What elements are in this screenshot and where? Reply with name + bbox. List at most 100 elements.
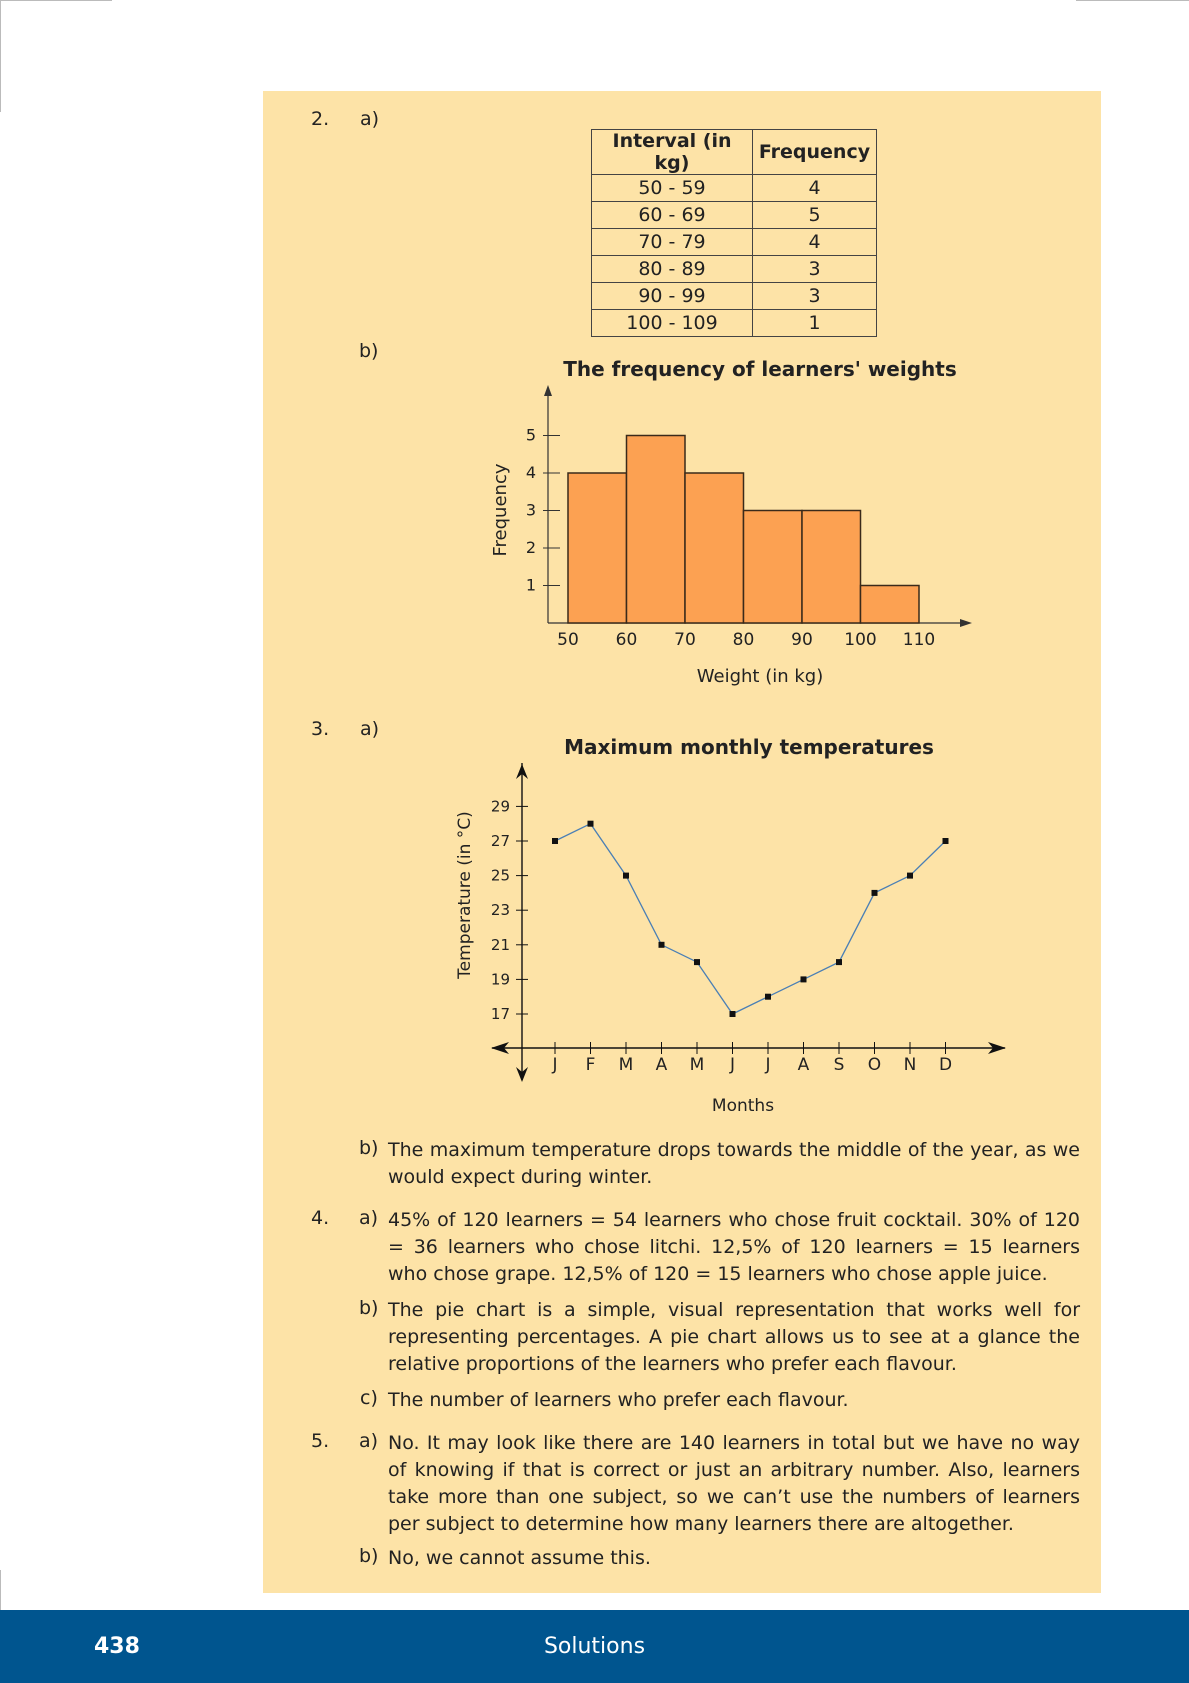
table-cell: 80 - 89 (591, 255, 753, 283)
y-axis-arrow-down (516, 1067, 528, 1082)
column-header: Interval (in kg) (591, 129, 753, 175)
question-number: 2. (311, 108, 330, 130)
line-chart: 17 19 21 23 25 27 29 J F M A M J J A S O N D Months Temperat… (455, 763, 1006, 1116)
table-cell: 100 - 109 (591, 309, 753, 337)
temperature-line (554, 822, 946, 1015)
table-row: 100 - 109 1 (591, 309, 877, 337)
data-point (587, 820, 594, 827)
table-row: 60 - 69 5 (591, 201, 877, 229)
table-cell: 4 (752, 174, 877, 202)
x-tick-label: 70 (674, 630, 696, 650)
question-number: 3. (311, 718, 330, 740)
table-cell: 90 - 99 (591, 282, 753, 310)
y-tick-label: 21 (491, 936, 510, 954)
answer-text: The maximum temperature drops towards th… (388, 1139, 1080, 1188)
data-point (836, 959, 842, 966)
table-header-row: Interval (in kg) Frequency (591, 129, 877, 175)
y-tick-label: 3 (526, 501, 536, 520)
y-tick-label: 17 (491, 1005, 510, 1023)
x-axis-arrow-left (491, 1042, 509, 1054)
page-number: 438 (94, 1634, 140, 1659)
y-tick-label: 27 (491, 832, 510, 850)
x-tick-label: N (904, 1055, 917, 1075)
table-cell: 1 (752, 309, 877, 337)
data-point (942, 838, 949, 844)
y-axis-arrow (544, 385, 552, 396)
x-tick-label: A (798, 1055, 810, 1075)
y-axis-label: Temperature (in °C) (455, 811, 475, 980)
x-tick-label: J (729, 1055, 735, 1075)
column-header: Frequency (752, 129, 877, 175)
part-label: b) (359, 1137, 379, 1159)
histogram-bar (801, 509, 862, 624)
part-label: a) (359, 1430, 379, 1452)
table-cell: 60 - 69 (591, 201, 753, 229)
y-tick-label: 29 (491, 797, 510, 815)
x-tick-label: 60 (616, 630, 638, 650)
data-point (907, 872, 913, 879)
histogram-chart: 1 2 3 4 5 50 60 70 80 90 100 110 Weight (in kg) Frequ… (490, 385, 972, 687)
section-title: Solutions (543, 1634, 646, 1659)
table-cell: 70 - 79 (591, 228, 753, 256)
table-row: 80 - 89 3 (591, 255, 877, 283)
table-row: 70 - 79 4 (591, 228, 877, 256)
histogram-bar (742, 509, 803, 624)
x-tick-label: M (619, 1055, 634, 1075)
crop-mark (0, 0, 112, 1)
part-label: b) (359, 1545, 379, 1567)
x-tick-label: 110 (903, 630, 935, 650)
part-label: c) (360, 1387, 378, 1409)
table-cell: 3 (752, 282, 877, 310)
answer-text: 45% of 120 learners = 54 learners who ch… (388, 1209, 1080, 1285)
x-axis-arrow (960, 619, 972, 627)
histogram-bar (859, 584, 920, 624)
table-row: 50 - 59 4 (591, 174, 877, 202)
x-tick-label: J (764, 1055, 770, 1075)
histogram-bar (684, 472, 745, 624)
y-tick-label: 19 (491, 970, 510, 988)
x-tick-label: 90 (791, 630, 813, 650)
part-label: b) (359, 340, 379, 362)
table-cell: 50 - 59 (591, 174, 753, 202)
x-tick-label: D (939, 1055, 952, 1075)
y-tick-label: 2 (526, 538, 536, 557)
x-axis-label: Months (712, 1096, 774, 1116)
data-point (765, 993, 771, 1000)
data-point (658, 941, 665, 948)
answer-text: The number of learners who prefer each f… (388, 1389, 849, 1411)
y-tick-label: 23 (491, 901, 510, 919)
x-tick-label: 100 (844, 630, 876, 650)
part-label: b) (359, 1297, 379, 1319)
page-footer: 438 Solutions (0, 1610, 1189, 1683)
data-point (694, 959, 700, 966)
x-axis-arrow (988, 1042, 1006, 1054)
data-point (552, 838, 558, 844)
x-tick-label: A (656, 1055, 668, 1075)
x-axis-label: Weight (in kg) (697, 666, 823, 687)
histogram-title: The frequency of learners' weights (563, 357, 957, 381)
table-cell: 4 (752, 228, 877, 256)
answer-text: No. It may look like there are 140 learn… (388, 1432, 1080, 1535)
part-label: a) (360, 718, 380, 740)
y-axis-label: Frequency (490, 463, 511, 556)
data-point (871, 889, 878, 896)
answer-text: The pie chart is a simple, visual repres… (388, 1299, 1080, 1375)
y-tick-label: 5 (526, 426, 536, 445)
table-cell: 3 (752, 255, 877, 283)
y-tick-label: 25 (491, 867, 510, 885)
histogram-bar (567, 472, 628, 624)
crop-mark (0, 0, 1, 112)
answer-text: No, we cannot assume this. (388, 1547, 651, 1569)
crop-mark (1076, 0, 1189, 1)
line-chart-title: Maximum monthly temperatures (564, 735, 934, 759)
question-number: 4. (311, 1207, 330, 1229)
part-label: a) (359, 1207, 379, 1229)
y-axis-arrow (516, 764, 528, 779)
y-tick-label: 1 (526, 576, 536, 595)
table-row: 90 - 99 3 (591, 282, 877, 310)
crop-mark (0, 1570, 1, 1610)
frequency-table: Interval (in kg) Frequency 50 - 59 4 60 -… (591, 129, 877, 337)
solutions-panel (263, 91, 1101, 1593)
part-label: a) (360, 108, 380, 130)
histogram-bar (625, 434, 686, 624)
